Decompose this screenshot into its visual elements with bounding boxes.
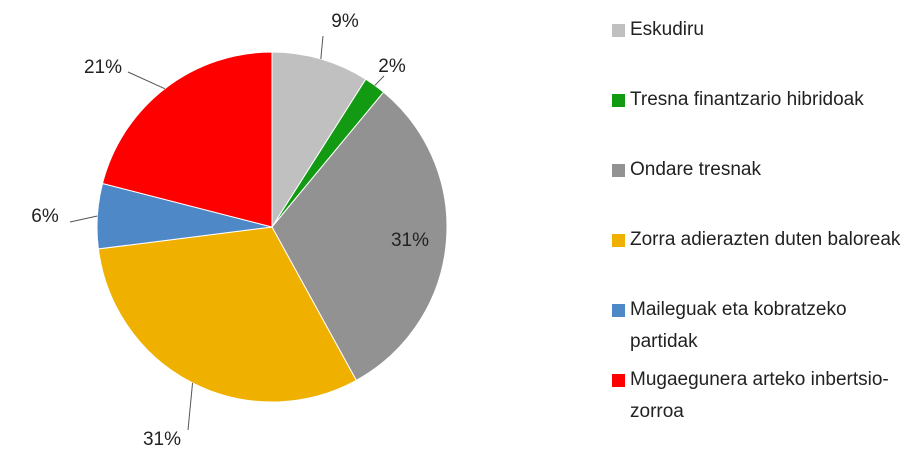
legend-item: Ondare tresnak — [612, 154, 915, 186]
pie-slice — [271, 51, 367, 229]
legend-swatch — [612, 304, 625, 317]
legend-item: Eskudiru — [612, 14, 915, 46]
legend-label: Mugaegunera arteko inbertsio-zorroa — [630, 369, 889, 422]
data-label: 9% — [331, 11, 359, 32]
pie-slice — [97, 226, 357, 403]
legend-swatch — [612, 234, 625, 247]
legend-item: Tresna finantzario hibridoak — [612, 84, 915, 116]
leader-line — [127, 71, 165, 90]
leader-line — [69, 215, 98, 223]
legend-label: Maileguak eta kobratzeko partidak — [630, 299, 847, 352]
legend-swatch — [612, 94, 625, 107]
pie-slice — [271, 91, 448, 382]
pie-area: 9% 2% 31% 31% 6% 21% — [31, 11, 448, 450]
legend-label: Tresna finantzario hibridoak — [630, 89, 864, 110]
legend-item: Mugaegunera arteko inbertsio-zorroa — [612, 364, 915, 428]
legend-swatch — [612, 24, 625, 37]
data-label: 2% — [378, 56, 406, 77]
pie-slice — [101, 51, 273, 228]
leader-line — [320, 35, 324, 59]
legend-swatch — [612, 374, 625, 387]
legend-item: Zorra adierazten duten baloreak — [612, 224, 915, 256]
data-label: 21% — [84, 57, 122, 78]
legend-item: Maileguak eta kobratzeko partidak — [612, 294, 915, 358]
legend-label: Ondare tresnak — [630, 159, 761, 180]
leader-line — [374, 75, 385, 86]
leader-line — [187, 382, 194, 431]
legend-swatch — [612, 164, 625, 177]
data-label: 31% — [391, 230, 429, 251]
legend-label: Zorra adierazten duten baloreak — [630, 229, 901, 250]
legend-label: Eskudiru — [630, 19, 704, 40]
data-label: 31% — [143, 429, 181, 450]
data-label: 6% — [31, 206, 59, 227]
